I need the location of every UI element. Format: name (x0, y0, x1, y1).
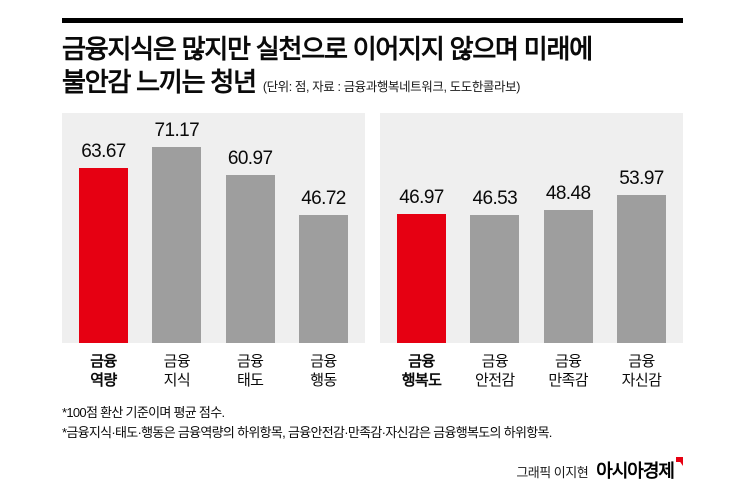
bar-column: 46.97 (393, 187, 450, 343)
bar-value-label: 53.97 (619, 167, 664, 189)
bar (470, 214, 520, 343)
chart-panel: 63.67 71.17 60.97 46.72 (62, 112, 365, 343)
bar-highlighted (397, 213, 446, 343)
category-label: 금융 지식 (163, 352, 191, 389)
category-label: 금융 태도 (236, 352, 264, 389)
bar-column: 60.97 (222, 148, 279, 343)
bar-column: 63.67 (75, 141, 132, 343)
bar-value-label: 48.48 (545, 182, 591, 204)
bar-value-label: 46.53 (472, 187, 518, 209)
category-label: 금융 자신감 (621, 352, 662, 389)
title-line-2: 불안감 느끼는 청년 (62, 67, 257, 98)
brand-logo: 아시아경제 (596, 457, 683, 483)
category-label: 금융 안전감 (475, 352, 515, 389)
chart-source-note: (단위: 점, 자료 : 금융과행복네트워크, 도도한콜라보) (262, 80, 521, 95)
bar (152, 146, 202, 343)
bar (543, 209, 593, 343)
footnote-2: *금융지식·태도·행동은 금융역량의 하위항목, 금융안전감·만족감·자신감은 … (62, 425, 552, 441)
brand-flag-icon (676, 457, 683, 466)
bar-column: 46.72 (295, 188, 352, 343)
bar-value-label: 60.97 (227, 147, 273, 169)
category-labels-row: 금융 행복도 금융 안전감 금융 만족감 금융 자신감 (380, 352, 683, 390)
footnotes: *100점 환산 기준이며 평균 점수. *금융지식·태도·행동은 금융역량의 … (62, 403, 683, 443)
bar-column: 71.17 (148, 120, 205, 343)
category-label: 금융 역량 (90, 352, 117, 389)
category-label: 금융 행동 (310, 352, 337, 389)
charts-row: 63.67 71.17 60.97 46.72 금융 역량 금융 지식 금융 태도 금융 행동 46… (62, 112, 683, 390)
top-rule (62, 18, 683, 23)
graphic-credit: 그래픽 이지현 (516, 465, 589, 480)
chart-panel: 46.97 46.53 48.48 53.97 (380, 112, 683, 343)
credit-line: 그래픽 이지현 아시아경제 (516, 457, 683, 483)
bar-highlighted (79, 167, 128, 343)
category-labels-row: 금융 역량 금융 지식 금융 태도 금융 행동 (62, 352, 365, 390)
bar-column: 53.97 (613, 168, 670, 343)
category-label: 금융 만족감 (548, 352, 588, 389)
bar (298, 214, 348, 343)
chart-financial-happiness: 46.97 46.53 48.48 53.97 금융 행복도 금융 안전감 금융 만족감 금융 자신… (380, 112, 683, 390)
title-line-1: 금융지식은 많지만 실천으로 이어지지 않으며 미래에 (62, 34, 593, 64)
brand-logo-text: 아시아경제 (596, 461, 675, 481)
bar (225, 174, 275, 343)
bar-column: 48.48 (540, 183, 597, 343)
chart-financial-capability: 63.67 71.17 60.97 46.72 금융 역량 금융 지식 금융 태도 금융 행동 (62, 112, 365, 390)
bar-value-label: 46.97 (399, 186, 444, 208)
page-title: 금융지식은 많지만 실천으로 이어지지 않으며 미래에 불안감 느끼는 청년 (단… (62, 33, 683, 100)
category-label: 금융 행복도 (401, 352, 442, 389)
footnote-1: *100점 환산 기준이며 평균 점수. (62, 404, 225, 420)
bar-value-label: 46.72 (301, 187, 346, 209)
bar-value-label: 71.17 (154, 119, 200, 141)
bar-value-label: 63.67 (81, 140, 126, 162)
bar-column: 46.53 (466, 188, 523, 343)
bar (616, 194, 666, 343)
